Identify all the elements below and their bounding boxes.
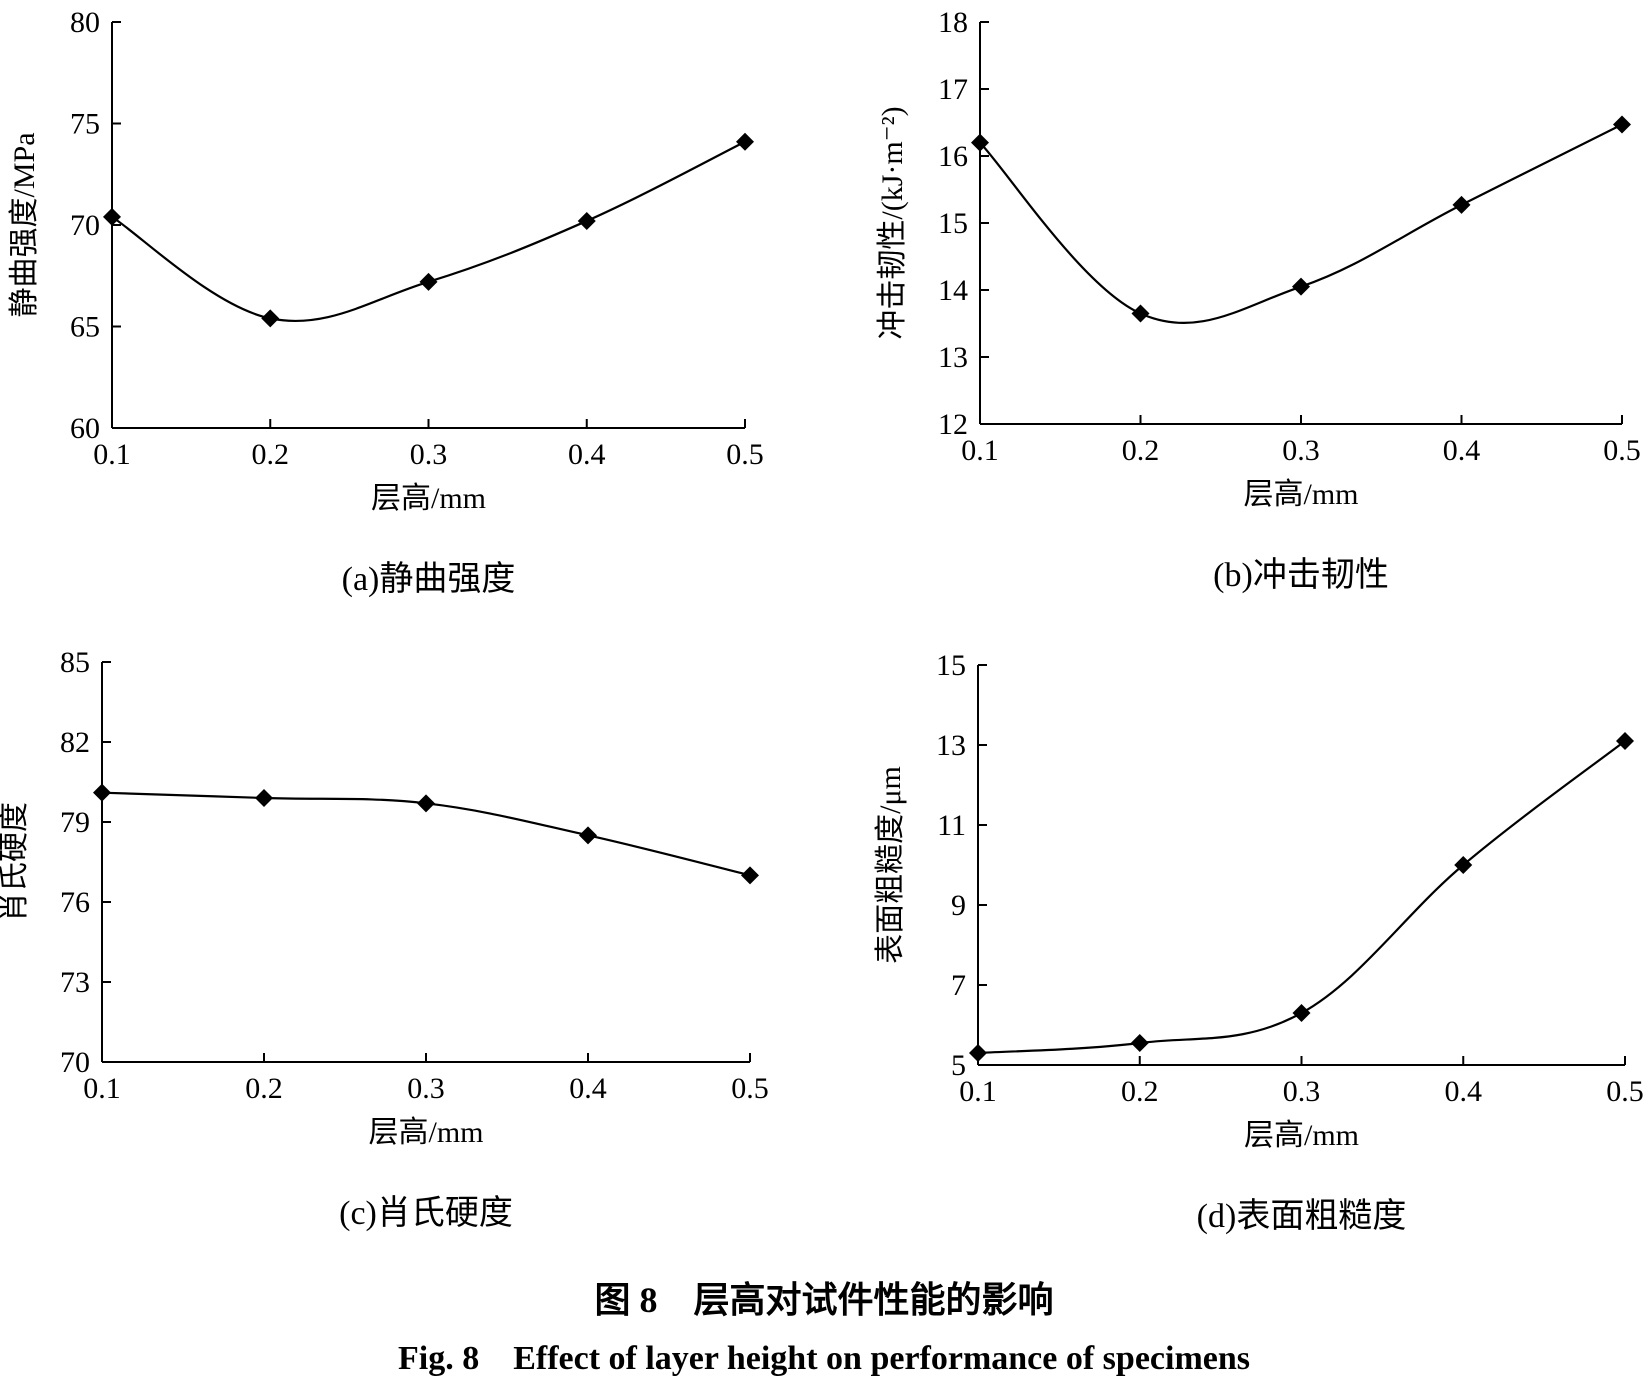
data-point-marker [1130,1034,1149,1052]
x-tick-label: 0.2 [1121,1075,1159,1108]
y-axis-title: 静曲强度/MPa [8,132,41,317]
x-tick-label: 0.4 [1443,434,1481,467]
x-tick-label: 0.5 [731,1072,769,1105]
data-point-marker [1292,277,1310,296]
y-tick-label: 15 [936,649,966,682]
y-axis-title: 肖氏硬度 [0,802,31,922]
x-tick-label: 0.2 [252,438,290,471]
y-tick-label: 85 [60,646,90,679]
chart-panel-c: 70 73 76 79 82 85 0.1 0.2 0.3 0.4 0.5 层高/mm 肖氏硬度 (c)肖… [0,646,769,1232]
x-tick-label: 0.3 [1283,1075,1321,1108]
data-point-marker [419,272,438,291]
chart-panel-a: 60 65 70 75 80 0.1 0.2 0.3 0.4 0.5 层高/mm 静曲强度/MPa (a… [8,6,764,598]
x-tick-label: 0.2 [1122,434,1160,467]
x-tick-label: 0.2 [245,1072,283,1105]
subfigure-caption: (b)冲击韧性 [1213,556,1389,594]
figure-caption-en: Fig. 8 Effect of layer height on perform… [398,1340,1250,1377]
subfigure-caption: (d)表面粗糙度 [1197,1197,1407,1235]
y-tick-label: 5 [951,1049,966,1082]
y-tick-label: 7 [951,969,966,1002]
y-tick-label: 13 [938,341,968,374]
y-axis-title: 冲击韧性/(kJ·m⁻²) [876,106,909,339]
chart-panel-d: 5 7 9 11 13 15 0.1 0.2 0.3 0.4 0.5 层高/mm 表面粗糙度/μm (d)… [874,649,1644,1235]
series-line [111,140,746,323]
x-tick-label: 0.5 [1606,1075,1644,1108]
data-point-marker [577,211,596,230]
x-tick-label: 0.1 [959,1075,997,1108]
y-tick-label: 70 [60,1046,90,1079]
y-tick-label: 13 [936,729,966,762]
y-tick-label: 11 [937,809,966,842]
y-tick-label: 17 [938,73,968,106]
x-tick-label: 0.3 [407,1072,445,1105]
y-tick-label: 9 [951,889,966,922]
series-line [977,740,1626,1055]
data-point-marker [93,783,111,802]
data-point-marker [969,1044,987,1062]
data-point-marker [1454,856,1473,874]
x-tick-label: 0.4 [569,1072,607,1105]
x-tick-label: 0.3 [410,438,448,471]
y-tick-label: 76 [60,886,90,919]
x-axis-title: 层高/mm [371,482,486,515]
x-tick-label: 0.1 [93,438,131,471]
data-point-marker [103,207,121,226]
data-point-marker [1452,195,1471,214]
data-point-marker [736,132,754,151]
data-point-marker [417,794,435,813]
data-point-marker [579,826,597,845]
x-tick-label: 0.1 [83,1072,121,1105]
data-point-marker [971,133,989,152]
data-point-marker [1131,304,1150,323]
y-tick-label: 65 [70,311,100,344]
y-tick-label: 79 [60,806,90,839]
y-tick-label: 75 [70,108,100,141]
data-point-marker [741,866,759,885]
data-point-marker [261,309,280,328]
y-tick-label: 70 [70,209,100,242]
y-tick-label: 15 [938,207,968,240]
chart-panel-b: 12 13 14 15 16 17 18 0.1 0.2 0.3 0.4 0.5 层高/mm 冲击韧性/(… [876,6,1641,594]
data-point-marker [1613,115,1631,134]
y-tick-label: 16 [938,140,968,173]
y-tick-label: 80 [70,6,100,39]
data-point-marker [1292,1004,1311,1022]
y-tick-label: 73 [60,966,90,999]
x-tick-label: 0.3 [1282,434,1320,467]
x-tick-label: 0.4 [568,438,606,471]
x-axis-title: 层高/mm [1243,478,1358,511]
y-tick-label: 82 [60,726,90,759]
y-tick-label: 12 [938,408,968,441]
figure-caption-cn: 图 8 层高对试件性能的影响 [594,1280,1053,1320]
subfigure-caption: (a)静曲强度 [342,560,516,598]
x-tick-label: 0.5 [1603,434,1641,467]
x-tick-label: 0.5 [726,438,764,471]
data-point-marker [1616,732,1634,750]
data-point-marker [255,789,273,807]
subfigure-caption: (c)肖氏硬度 [339,1194,513,1232]
x-tick-label: 0.4 [1445,1075,1483,1108]
y-tick-label: 18 [938,6,968,39]
y-tick-label: 14 [938,274,968,307]
x-axis-title: 层高/mm [368,1116,483,1149]
x-tick-label: 0.1 [961,434,999,467]
y-axis-title: 表面粗糙度/μm [874,766,907,964]
x-axis-title: 层高/mm [1244,1119,1359,1152]
y-tick-label: 60 [70,412,100,445]
